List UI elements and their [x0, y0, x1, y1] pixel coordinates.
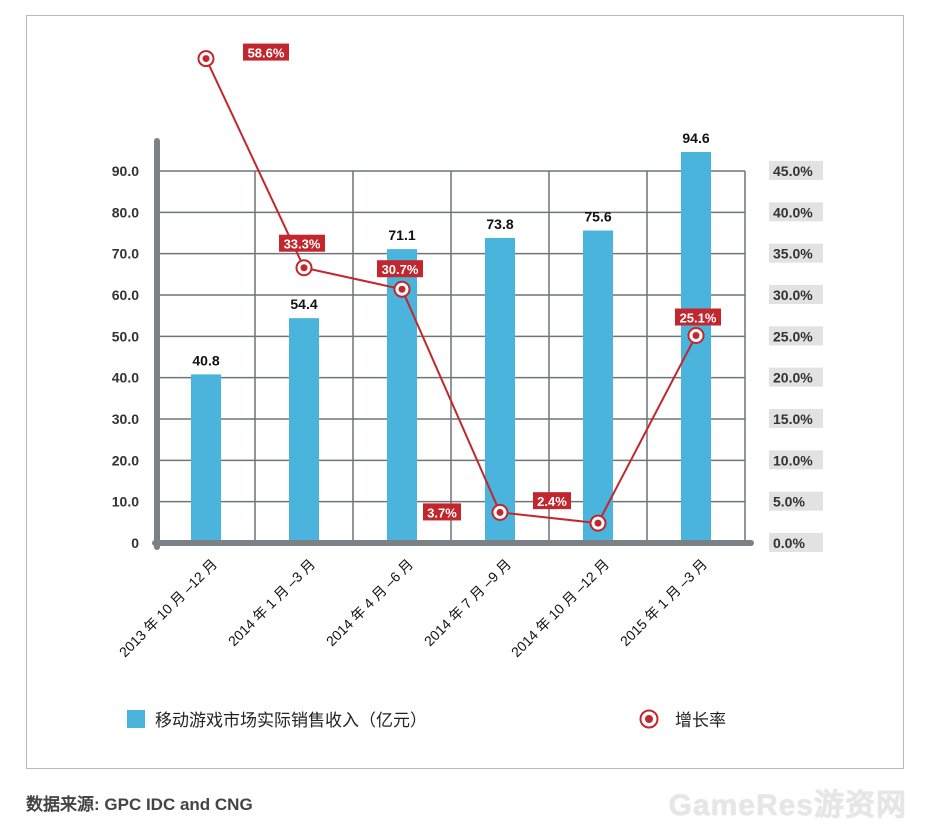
y-left-tick-label: 10.0 — [112, 494, 139, 510]
bar-value-label: 94.6 — [682, 130, 709, 146]
growth-point-dot — [594, 519, 602, 527]
y-left-tick-label: 20.0 — [112, 452, 139, 468]
growth-point-dot — [398, 285, 406, 293]
y-right-tick-bg — [769, 533, 823, 552]
x-tick-label: 2014 年 7 月 –9 月 — [421, 556, 514, 649]
growth-point-dot — [496, 508, 504, 516]
growth-label-bg — [377, 260, 423, 278]
growth-label-bg — [279, 234, 325, 252]
y-left-tick-label: 90.0 — [112, 163, 139, 179]
bar — [583, 230, 613, 540]
bar — [289, 318, 319, 540]
x-tick-label: 2014 年 1 月 –3 月 — [225, 556, 318, 649]
y-right-tick-label: 25.0% — [773, 328, 813, 344]
growth-rate-label: 3.7% — [427, 505, 457, 520]
y-right-tick-bg — [769, 202, 823, 222]
bar — [485, 237, 515, 540]
legend-bar-label: 移动游戏市场实际销售收入（亿元） — [155, 711, 427, 730]
y-right-tick-bg — [769, 450, 823, 470]
y-right-tick-label: 10.0% — [773, 452, 813, 468]
y-right-tick-bg — [769, 367, 823, 387]
y-right-tick-label: 45.0% — [773, 163, 813, 179]
y-right-tick-bg — [769, 491, 823, 511]
growth-rate-label: 30.7% — [382, 262, 419, 277]
y-right-tick-bg — [769, 243, 823, 263]
y-right-tick-label: 40.0% — [773, 204, 813, 220]
y-left-tick-label: 80.0 — [112, 204, 139, 220]
watermark-logo: GameRes游资网 — [668, 789, 907, 822]
y-right-tick-label: 15.0% — [773, 411, 813, 427]
x-tick-label: 2014 年 10 月 –12 月 — [508, 556, 612, 660]
y-right-tick-label: 0.0% — [773, 535, 805, 551]
bar-value-label: 40.8 — [192, 352, 219, 368]
chart-frame: 0 10.0 20.0 30.0 40.0 50.0 60.0 70.0 80.0 90.0 0.0… — [26, 15, 904, 769]
bar-value-label: 73.8 — [486, 216, 513, 232]
bar-value-label: 71.1 — [388, 227, 415, 243]
bar-value-label: 54.4 — [290, 296, 317, 312]
bar-value-label: 75.6 — [584, 209, 611, 225]
growth-label-bg — [243, 43, 289, 61]
y-right-tick-bg — [769, 161, 823, 180]
legend-line-label: 增长率 — [675, 711, 726, 730]
y-right-tick-label: 35.0% — [773, 246, 813, 262]
y-right-tick-label: 30.0% — [773, 287, 813, 303]
growth-point-dot — [300, 264, 308, 272]
growth-rate-label: 2.4% — [537, 494, 567, 509]
source-caption: 数据来源: GPC IDC and CNG — [26, 795, 253, 814]
y-left-tick-label: 70.0 — [112, 246, 139, 262]
y-left-tick-label: 30.0 — [112, 411, 139, 427]
x-tick-label: 2015 年 1 月 –3 月 — [617, 556, 710, 649]
x-tick-label: 2013 年 10 月 –12 月 — [116, 556, 220, 660]
chart-svg: 0 10.0 20.0 30.0 40.0 50.0 60.0 70.0 80.0 90.0 0.0… — [112, 43, 823, 730]
growth-label-bg — [675, 308, 721, 326]
growth-label-bg — [533, 492, 571, 510]
y-left-tick-label: 60.0 — [112, 287, 139, 303]
y-left-tick-label: 0 — [131, 535, 139, 551]
legend-bar-swatch — [127, 710, 145, 728]
bar — [191, 374, 221, 540]
growth-label-bg — [423, 503, 461, 521]
y-right-tick-label: 5.0% — [773, 494, 805, 510]
y-right-tick-bg — [769, 409, 823, 428]
y-left-tick-label: 50.0 — [112, 328, 139, 344]
y-right-tick-bg — [769, 326, 823, 346]
growth-rate-label: 33.3% — [284, 237, 321, 252]
y-left-tick-label: 40.0 — [112, 370, 139, 386]
growth-line — [205, 58, 697, 525]
legend-line-swatch-dot — [645, 715, 653, 723]
y-right-tick-label: 20.0% — [773, 370, 813, 386]
growth-rate-label: 58.6% — [248, 46, 285, 61]
growth-rate-label: 25.1% — [680, 311, 717, 326]
growth-point-dot — [692, 332, 700, 340]
y-right-tick-bg — [769, 285, 823, 304]
growth-point-dot — [202, 55, 210, 63]
x-tick-label: 2014 年 4 月 –6 月 — [323, 556, 416, 649]
bar — [681, 151, 711, 540]
